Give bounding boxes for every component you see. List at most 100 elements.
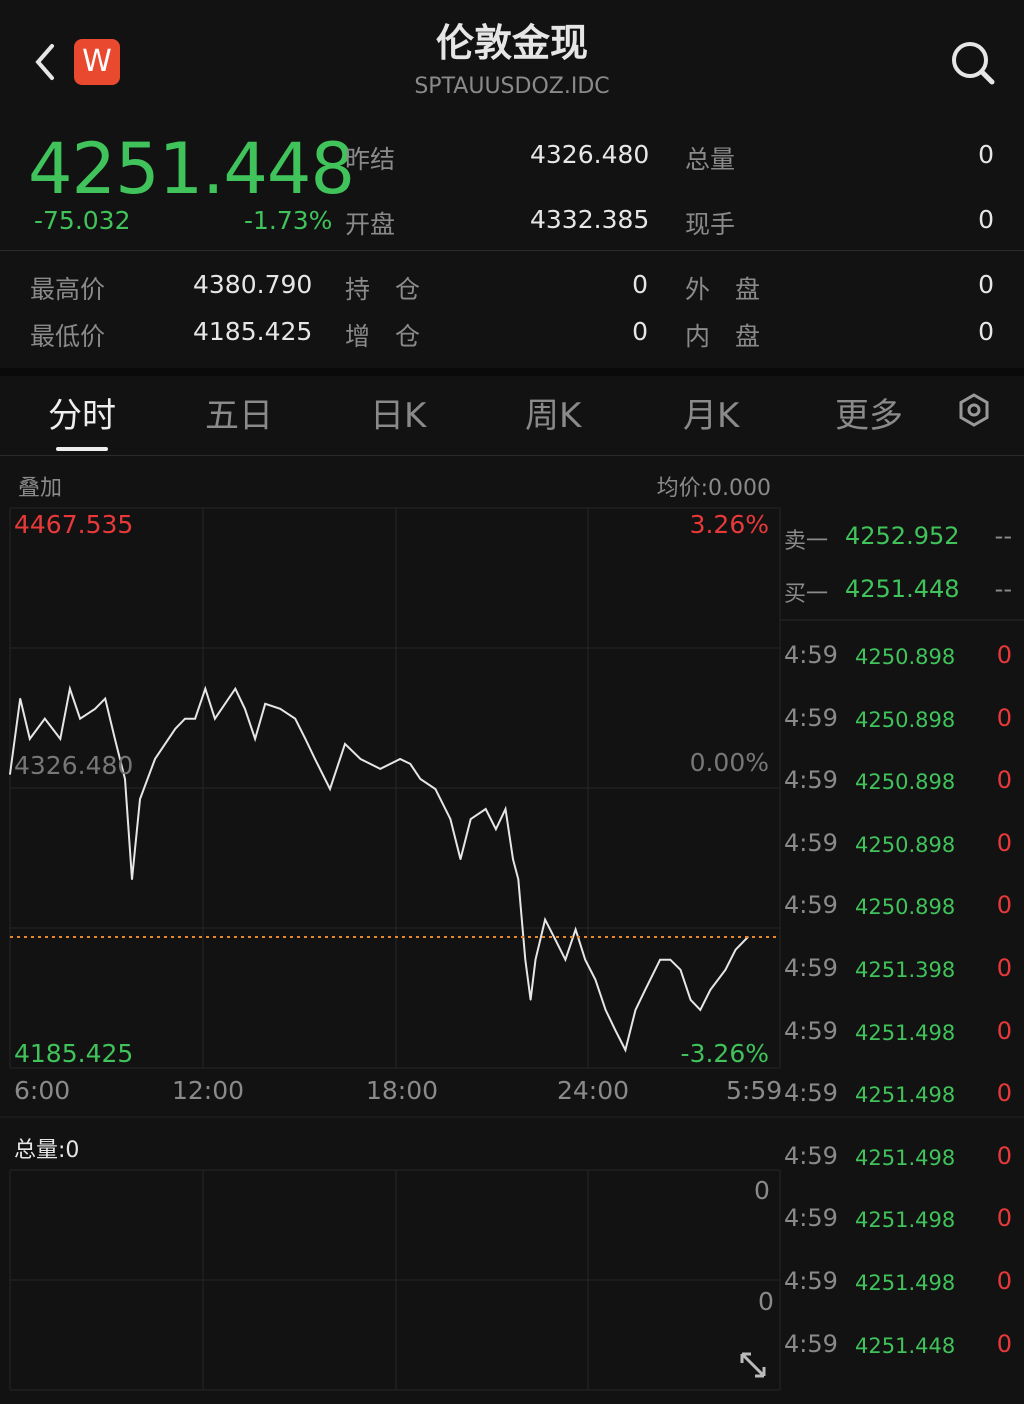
trade-time: 4:59 xyxy=(784,954,838,982)
ask-price: 4252.952 xyxy=(845,522,960,550)
tab-intraday[interactable]: 分时 xyxy=(48,396,116,436)
price-point xyxy=(329,788,331,790)
tab-five-day[interactable]: 五日 xyxy=(205,396,273,436)
price-change: -75.032 xyxy=(34,206,131,235)
price-point xyxy=(512,858,514,861)
price-point xyxy=(124,778,126,780)
stat-value: 0 xyxy=(632,317,648,346)
bid-price: 4251.448 xyxy=(845,575,960,603)
price-point xyxy=(554,938,557,941)
stat-value: 0 xyxy=(632,270,648,299)
quote-label: 现手 xyxy=(685,210,736,239)
trade-qty: 0 xyxy=(996,1267,1012,1295)
price-point xyxy=(504,808,507,810)
price-point xyxy=(154,758,156,760)
volume-top-label: 0 xyxy=(754,1176,770,1205)
tab-weekly-k[interactable]: 周K xyxy=(525,396,582,436)
price-point xyxy=(174,728,177,730)
page-title: 伦敦金现 xyxy=(435,21,588,65)
quote-label: 昨结 xyxy=(345,145,396,174)
trade-price: 4251.498 xyxy=(855,1145,956,1170)
last-price: 4251.448 xyxy=(28,128,355,210)
trade-time: 4:59 xyxy=(784,891,838,920)
trade-time: 4:59 xyxy=(784,1141,838,1170)
stat-value: 0 xyxy=(978,317,994,346)
trade-price: 4250.898 xyxy=(855,707,956,732)
price-point xyxy=(104,697,107,700)
volume-bottom-label: 0 xyxy=(758,1287,774,1316)
price-point xyxy=(459,858,462,861)
trade-price: 4250.898 xyxy=(855,645,956,669)
tab-daily-k[interactable]: 日K xyxy=(370,396,427,436)
trade-time: 4:59 xyxy=(784,766,838,795)
price-point xyxy=(564,958,567,961)
bid-label: 买一 xyxy=(784,582,829,607)
search-icon xyxy=(952,42,995,85)
stat-label: 持 仓 xyxy=(345,275,421,304)
price-point xyxy=(244,707,246,710)
price-point xyxy=(709,989,712,991)
price-point xyxy=(724,968,727,971)
trade-qty: 0 xyxy=(996,703,1012,732)
back-button[interactable] xyxy=(30,40,60,84)
trade-time: 4:59 xyxy=(784,641,838,669)
quote-value: 0 xyxy=(978,205,994,234)
trade-qty: 0 xyxy=(996,1141,1012,1170)
price-change-pct: -1.73% xyxy=(244,206,333,235)
trade-price: 4251.498 xyxy=(855,1020,956,1045)
price-point xyxy=(314,758,316,760)
stat-label: 最高价 xyxy=(30,275,106,304)
price-point xyxy=(679,968,682,971)
search-button[interactable] xyxy=(948,38,998,88)
trade-time: 4:59 xyxy=(784,703,838,732)
trade-time: 4:59 xyxy=(784,828,838,857)
price-point xyxy=(614,1029,616,1031)
tab-monthly-k[interactable]: 月K xyxy=(683,396,740,436)
price-point xyxy=(734,948,737,951)
trade-price: 4251.448 xyxy=(855,1333,956,1358)
chevron-left-icon xyxy=(35,44,54,80)
trade-qty: 0 xyxy=(996,828,1012,857)
price-point xyxy=(594,978,597,981)
x-tick: 18:00 xyxy=(366,1076,439,1105)
stat-label: 增 仓 xyxy=(345,322,421,351)
price-point xyxy=(19,697,21,700)
price-chart[interactable] xyxy=(0,500,1024,1404)
app-logo: W xyxy=(74,39,120,85)
quote-label: 总量 xyxy=(685,145,736,174)
trade-qty: 0 xyxy=(996,1329,1012,1358)
price-line xyxy=(9,684,749,1053)
price-point xyxy=(419,778,422,780)
price-point xyxy=(28,738,31,740)
pct-min-label: -3.26% xyxy=(680,1039,769,1068)
section-gap xyxy=(0,368,1024,376)
price-point xyxy=(409,763,412,765)
expand-icon[interactable] xyxy=(738,1350,768,1380)
price-point xyxy=(254,738,256,740)
settings-icon[interactable] xyxy=(956,392,992,428)
price-point xyxy=(9,773,11,775)
price-point xyxy=(359,758,362,760)
price-point xyxy=(469,818,472,820)
active-tab-indicator xyxy=(56,447,108,451)
price-point xyxy=(669,958,672,961)
trade-qty: 0 xyxy=(996,1016,1012,1045)
price-point xyxy=(604,1009,607,1011)
y-min-label: 4185.425 xyxy=(14,1039,134,1068)
trade-price: 4250.898 xyxy=(855,895,956,920)
price-point xyxy=(279,707,282,710)
volume-label: 总量:0 xyxy=(14,1138,80,1163)
quote-value: 0 xyxy=(978,140,994,169)
tab-more[interactable]: 更多 xyxy=(835,396,903,436)
price-point xyxy=(699,1009,702,1011)
trade-time: 4:59 xyxy=(784,1267,838,1295)
price-point xyxy=(204,687,207,690)
price-point xyxy=(449,818,452,820)
price-point xyxy=(234,687,237,690)
overlay-button[interactable]: 叠加 xyxy=(18,476,63,501)
pct-mid-label: 0.00% xyxy=(689,748,769,777)
instrument-code: SPTAUUSDOZ.IDC xyxy=(414,74,610,99)
price-point xyxy=(184,717,186,720)
avg-price: 均价:0.000 xyxy=(656,476,771,501)
price-point xyxy=(139,798,141,800)
